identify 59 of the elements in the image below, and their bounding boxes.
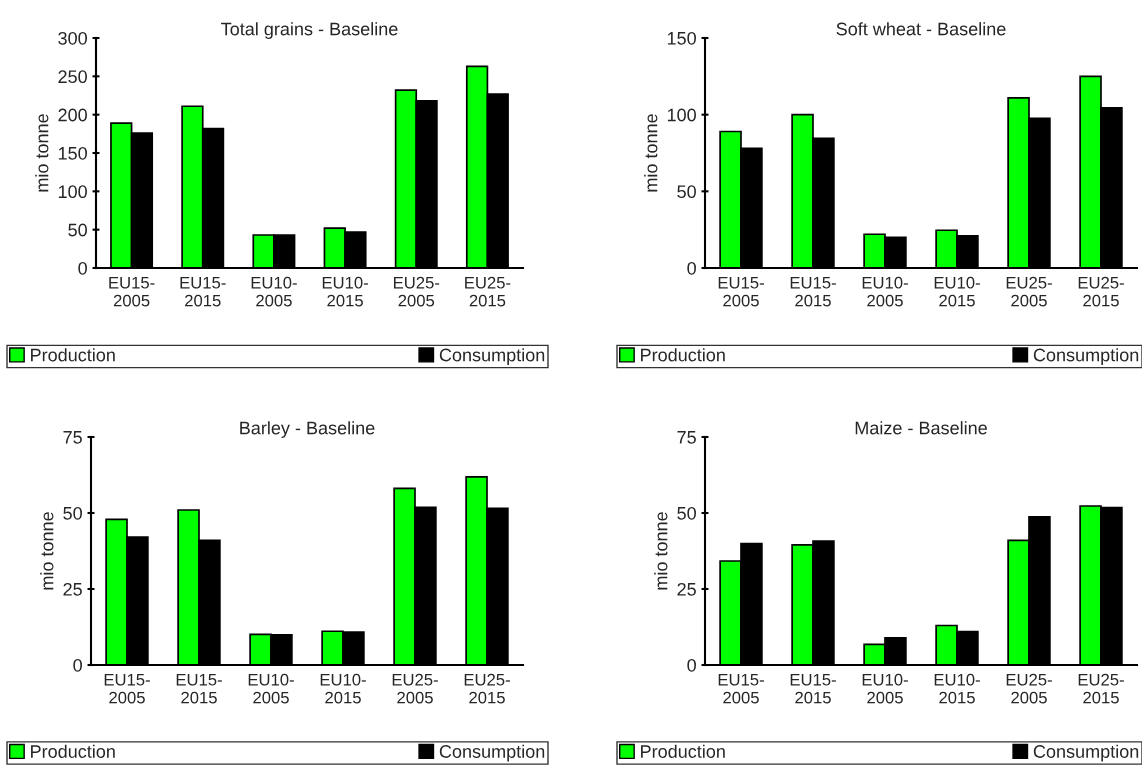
x-tick-label: EU15- 2015 xyxy=(180,276,226,307)
x-tick-label: EU15- 2015 xyxy=(790,276,836,307)
x-tick-label: EU10- 2015 xyxy=(320,673,366,704)
x-tick-label: EU25- 2005 xyxy=(392,673,438,704)
x-tick-label: EU15- 2005 xyxy=(104,673,150,704)
y-tick-label: 150 xyxy=(58,146,87,160)
legend-label: Consumption xyxy=(439,348,545,365)
y-tick-label: 200 xyxy=(58,108,87,122)
legend-label: Production xyxy=(31,348,115,362)
y-axis-title: mio tonne xyxy=(40,512,54,590)
y-tick-label: 0 xyxy=(687,658,696,672)
text: Production xyxy=(641,744,725,758)
y-tick-label: 0 xyxy=(687,261,696,275)
legend-label: Production xyxy=(31,744,115,758)
x-tick-label: EU25- 2015 xyxy=(1078,673,1124,704)
x-tick-label: EU10- 2005 xyxy=(248,673,294,704)
chart-title: Maize - Baseline xyxy=(855,421,987,435)
y-tick-label: 0 xyxy=(73,658,82,672)
y-tick-label: 0 xyxy=(78,261,87,275)
x-tick-label: EU10- 2015 xyxy=(934,276,980,307)
y-tick-label: 250 xyxy=(58,70,87,84)
y-tick-label: 75 xyxy=(677,431,696,444)
chart-title: Total grains - Baseline xyxy=(221,22,398,39)
x-tick-label: EU25- 2005 xyxy=(1006,276,1052,307)
x-tick-label: EU25- 2005 xyxy=(394,276,440,307)
y-tick-label: 150 xyxy=(667,31,696,45)
x-tick-label: EU25- 2015 xyxy=(465,276,511,307)
y-axis-title: mio tonne xyxy=(654,512,668,590)
x-tick-label: EU15- 2005 xyxy=(718,673,764,704)
x-tick-label: EU25- 2005 xyxy=(1006,673,1052,704)
x-tick-label: EU15- 2005 xyxy=(109,276,155,307)
text: Production xyxy=(641,348,725,362)
x-tick-label: EU10- 2005 xyxy=(862,276,908,307)
y-tick-label: 50 xyxy=(677,185,696,199)
x-tick-label: EU15- 2005 xyxy=(718,276,764,307)
x-tick-label: EU10- 2005 xyxy=(862,673,908,704)
chart-title: Soft wheat - Baseline xyxy=(836,22,1006,36)
y-tick-label: 25 xyxy=(63,582,82,596)
y-tick-label: 300 xyxy=(58,31,87,45)
y-tick-label: 25 xyxy=(677,582,696,596)
y-axis-title: mio tonne xyxy=(35,114,49,192)
legend-label: Consumption xyxy=(1033,348,1139,365)
legend-label: Consumption xyxy=(439,744,545,762)
x-tick-label: EU15- 2015 xyxy=(790,673,836,704)
x-tick-label: EU25- 2015 xyxy=(1078,276,1124,307)
y-tick-label: 50 xyxy=(68,223,87,237)
y-tick-label: 100 xyxy=(58,185,87,199)
x-tick-label: EU10- 2015 xyxy=(322,276,368,307)
x-tick-label: EU10- 2005 xyxy=(251,276,297,307)
y-tick-label: 50 xyxy=(63,506,82,520)
y-axis-title: mio tonne xyxy=(644,114,658,192)
x-tick-label: EU10- 2015 xyxy=(934,673,980,704)
x-tick-label: EU15- 2015 xyxy=(176,673,222,704)
legend-label: Consumption xyxy=(1033,744,1139,762)
x-tick-label: EU25- 2015 xyxy=(464,673,510,704)
chart-title: Barley - Baseline xyxy=(240,421,375,438)
y-tick-label: 50 xyxy=(677,506,696,520)
y-tick-label: 100 xyxy=(667,108,696,122)
y-tick-label: 75 xyxy=(63,431,82,444)
